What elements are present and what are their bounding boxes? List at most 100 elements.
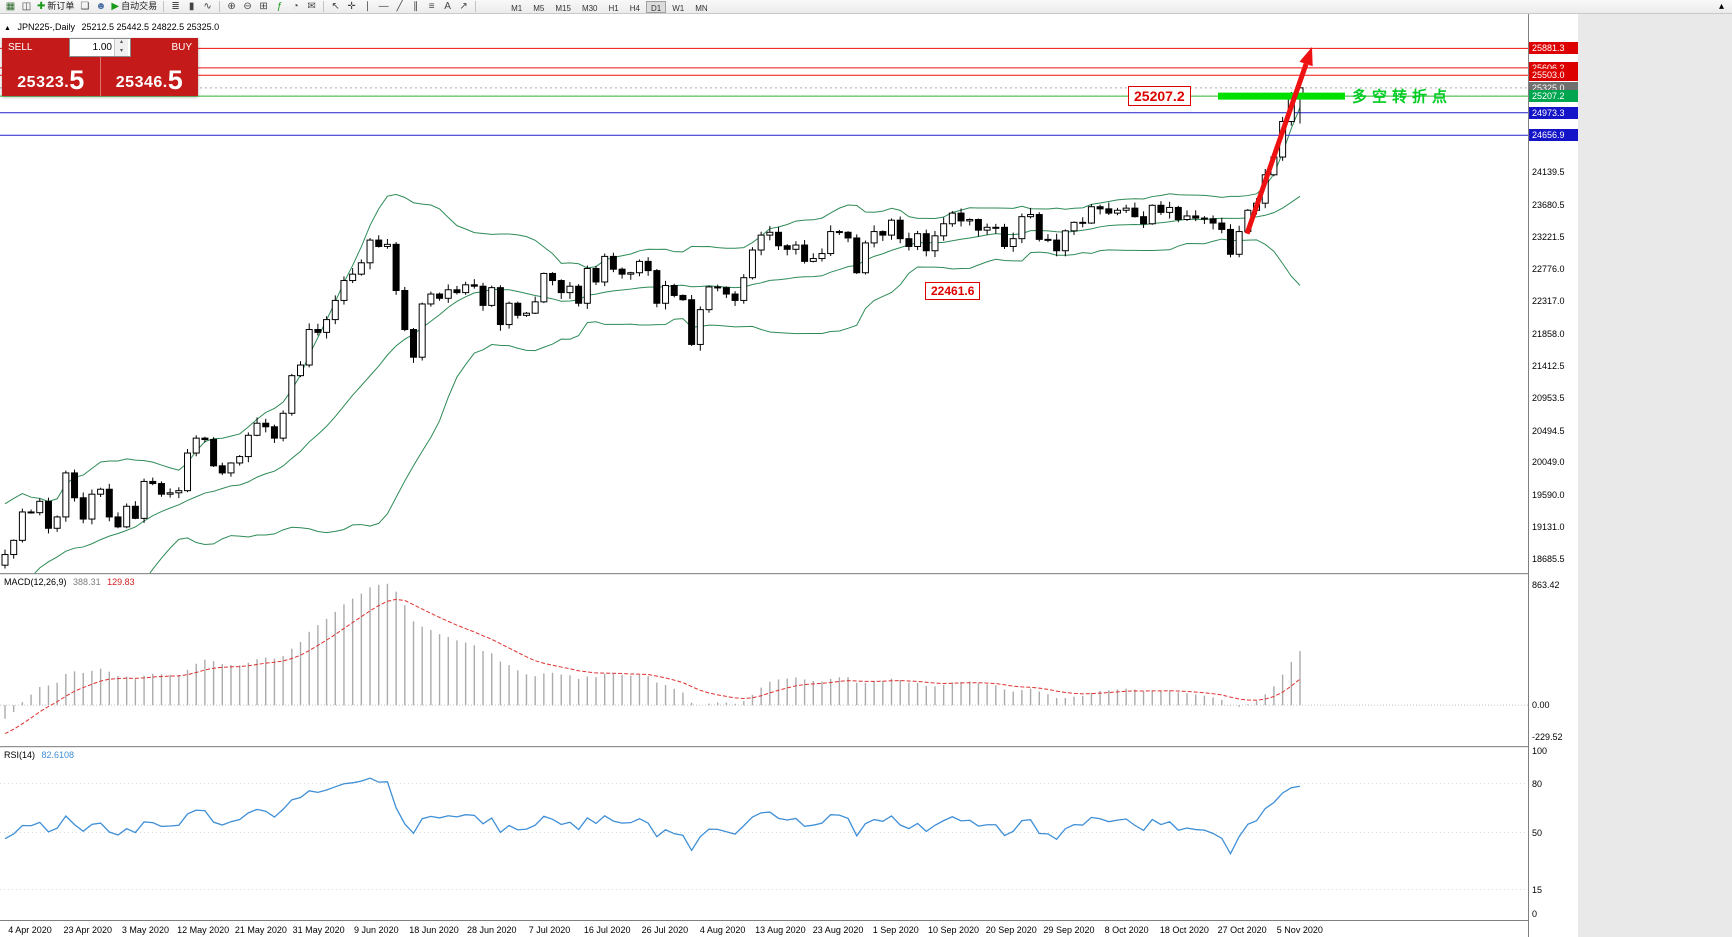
new-chart-icon[interactable]: ▦ [5,0,16,12]
arrows-icon[interactable]: ↗ [459,0,468,12]
price-scale-label: 24139.5 [1532,166,1565,177]
volume-up-spinner[interactable]: ▴ [115,39,128,48]
rsi-scale-label: 15 [1532,884,1543,895]
toolbar-separator [219,1,221,12]
support-price-label[interactable]: 22461.6 [925,282,981,301]
date-label: 28 Jun 2020 [466,925,517,935]
date-label: 5 Nov 2020 [1276,925,1323,935]
volume-input[interactable] [70,39,114,56]
macd-signal-line [4,598,1301,734]
zoom-in-icon[interactable]: ⊕ [227,0,236,12]
timeframe-h4[interactable]: H4 [629,3,640,13]
indicators-icon[interactable]: ƒ [276,0,283,12]
volume-spinner: ▴ ▾ [114,39,128,56]
timeframe-w1[interactable]: W1 [672,3,685,13]
new-order-button[interactable]: ✚ 新订单 [37,0,75,12]
price-scale-label: 18685.5 [1532,554,1565,565]
profiles-icon[interactable]: ◫ [21,0,32,12]
cursor-icon[interactable]: ↖ [331,0,340,12]
macd-scale-label: 863.42 [1532,579,1560,590]
timeframe-d1[interactable]: D1 [645,0,667,13]
date-label: 16 Jul 2020 [583,925,631,935]
timeframe-m30[interactable]: M30 [581,3,598,13]
price-marker-24656.9: 24656.9 [1529,129,1578,142]
rsi-scale-label: 50 [1532,827,1543,838]
crosshair-icon[interactable]: ✛ [347,0,356,12]
main-chart-canvas[interactable] [0,14,1528,573]
date-label: 10 Sep 2020 [927,925,980,935]
date-label: 21 May 2020 [234,925,287,935]
toolbar-separator [163,1,165,12]
panel-separator-macd[interactable] [0,573,1528,575]
alerts-icon[interactable]: ◔ [292,0,299,12]
sell-price-big-digit: 5 [69,65,85,96]
toolbar-separator [323,1,325,12]
fibonacci-icon[interactable]: ≡ [428,0,435,12]
sell-label[interactable]: SELL [2,38,69,57]
timeframe-m15[interactable]: M15 [555,3,571,13]
timeframe-m5[interactable]: M5 [533,3,545,13]
buy-button[interactable]: 25346. 5 [100,57,198,96]
date-axis[interactable]: 4 Apr 2020 23 Apr 2020 3 May 2020 12 May 20… [0,920,1528,937]
volume-box: ▴ ▾ [69,38,131,57]
timeframe-mn[interactable]: MN [695,3,708,13]
timeframe-h1[interactable]: H1 [608,3,619,13]
chart-windows-icon[interactable]: ❏ [80,0,90,12]
price-marker-25881.3: 25881.3 [1529,42,1578,55]
date-label: 23 Aug 2020 [812,925,864,935]
tile-windows-icon[interactable]: ⊞ [259,0,268,12]
macd-signal-value: 129.83 [107,577,135,587]
rsi-header: RSI(14) 82.6108 [4,750,78,760]
volume-down-spinner[interactable]: ▾ [115,47,128,56]
bar-chart-icon[interactable]: ≣ [171,0,180,12]
sell-button[interactable]: 25323. 5 [2,57,101,96]
candles-layer[interactable] [1,79,1304,569]
zoom-out-icon[interactable]: ⊖ [243,0,252,12]
buy-label[interactable]: BUY [131,38,198,57]
trendline-icon[interactable]: ╱ [396,0,403,12]
price-scale-label: 21412.5 [1532,360,1565,371]
price-scale-label: 20953.5 [1532,393,1565,404]
price-scale-label: 23680.5 [1532,199,1565,210]
turning-point-note[interactable]: 多空转折点 [1352,88,1453,106]
date-label: 23 Apr 2020 [63,925,112,935]
accounts-icon[interactable]: ☻ [95,0,107,12]
one-click-trade-panel: SELL ▴ ▾ BUY 25323.5 25346.5 [2,38,198,96]
trend-arrow[interactable] [1244,47,1313,235]
rsi-scale-label: 0 [1532,909,1538,919]
sell-price: 25323. [17,74,70,91]
rsi-canvas[interactable] [0,748,1528,920]
buy-price: 25346. [115,74,168,91]
date-label: 1 Sep 2020 [872,925,919,935]
chart-title-bar: ▲ JPN225-,Daily 25212.5 25442.5 24822.5 … [4,22,223,32]
chart-window[interactable]: 4 Apr 2020 23 Apr 2020 3 May 2020 12 May 20… [0,14,1578,937]
price-scale-label: 20494.5 [1532,425,1565,436]
timeframe-m1[interactable]: M1 [511,3,523,13]
timeframe-bar: M1 M5 M15 M30 H1 H4 D1 W1 MN [506,0,713,13]
date-label: 20 Sep 2020 [985,925,1037,935]
price-scale[interactable]: 24139.5 23680.5 23221.5 22776.0 22317.0 21858… [1528,14,1578,937]
mailbox-icon[interactable]: ✉ [307,0,316,12]
horizontal-line-icon[interactable]: ― [378,0,389,12]
collapse-trade-panel-icon[interactable]: ▲ [4,25,11,32]
panel-separator-rsi[interactable] [0,746,1528,748]
price-scale-label: 22317.0 [1532,296,1565,307]
date-label: 27 Oct 2020 [1217,925,1267,935]
macd-scale-label: 0.00 [1532,700,1550,711]
horizontal-lines[interactable] [0,47,1528,136]
turning-point-price-label[interactable]: 25207.2 [1128,86,1191,107]
date-label: 26 Jul 2020 [641,925,689,935]
date-label: 3 May 2020 [121,925,169,935]
chart-title: JPN225-,Daily [17,22,75,32]
text-icon[interactable]: A [444,0,451,12]
line-chart-icon[interactable]: ∿ [203,0,212,12]
rsi-line [4,777,1301,856]
channel-icon[interactable]: ∥ [413,0,419,12]
macd-canvas[interactable] [0,575,1528,746]
autotrading-button[interactable]: ▶ 自动交易 [111,0,158,12]
toolbar-overflow-chevron[interactable]: ▴ [1718,0,1725,12]
macd-header: MACD(12,26,9) 388.31 129.83 [4,577,139,587]
vertical-line-icon[interactable]: ∣ [365,0,371,12]
date-label: 31 May 2020 [292,925,345,935]
candlestick-chart-icon[interactable]: ▮ [188,0,195,12]
